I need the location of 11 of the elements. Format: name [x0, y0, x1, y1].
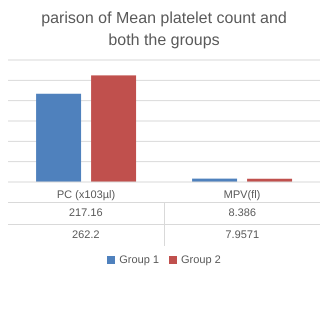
- legend-label: Group 2: [180, 254, 221, 266]
- data-label: 262.2: [8, 224, 164, 246]
- data-label: 7.9571: [164, 224, 320, 246]
- x-tick-label: MPV(fl): [224, 188, 260, 201]
- x-tick-label: PC (x103µl): [56, 188, 116, 201]
- data-label: 217.16: [8, 202, 164, 224]
- chart-title: parison of Mean platelet count and both the groups: [40, 9, 288, 51]
- bar: [91, 75, 136, 182]
- bar: [36, 94, 82, 182]
- legend-label: Group 1: [118, 254, 159, 266]
- data-label: 8.386: [164, 202, 320, 224]
